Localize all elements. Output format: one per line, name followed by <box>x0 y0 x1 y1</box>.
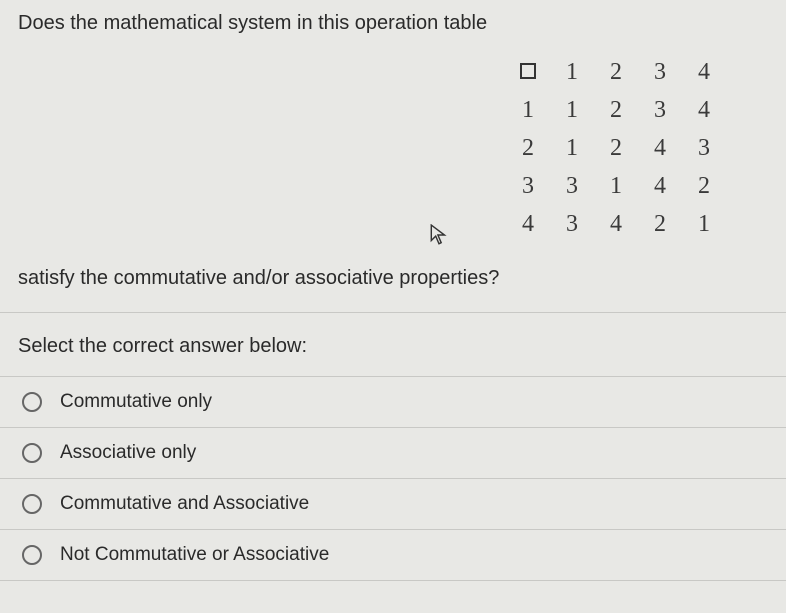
table-cell: 3 <box>682 129 726 167</box>
col-header: 1 <box>550 53 594 91</box>
table-cell: 1 <box>550 91 594 129</box>
table-cell: 2 <box>682 167 726 205</box>
table-row: 2 1 2 4 3 <box>506 129 726 167</box>
table-cell: 2 <box>594 91 638 129</box>
table-cell: 1 <box>550 129 594 167</box>
table-cell: 4 <box>594 205 638 243</box>
option-commutative-and-associative[interactable]: Commutative and Associative <box>0 479 786 530</box>
row-header: 2 <box>506 129 550 167</box>
table-cell: 2 <box>638 205 682 243</box>
row-header: 4 <box>506 205 550 243</box>
table-cell: 4 <box>638 167 682 205</box>
table-row: 4 3 4 2 1 <box>506 205 726 243</box>
radio-icon <box>22 443 42 463</box>
table-cell: 3 <box>550 167 594 205</box>
operation-table: 1 2 3 4 1 1 2 3 4 2 1 2 4 3 3 3 <box>506 53 726 243</box>
select-prompt: Select the correct answer below: <box>0 313 786 377</box>
table-cell: 1 <box>682 205 726 243</box>
option-commutative-only[interactable]: Commutative only <box>0 377 786 428</box>
radio-icon <box>22 545 42 565</box>
table-cell: 3 <box>550 205 594 243</box>
table-cell: 3 <box>638 91 682 129</box>
cursor-icon <box>430 224 448 251</box>
option-label: Associative only <box>60 442 196 464</box>
table-cell: 1 <box>594 167 638 205</box>
col-header: 2 <box>594 53 638 91</box>
radio-icon <box>22 494 42 514</box>
option-label: Commutative only <box>60 391 212 413</box>
row-header: 1 <box>506 91 550 129</box>
col-header: 4 <box>682 53 726 91</box>
question-container: Does the mathematical system in this ope… <box>0 0 786 613</box>
table-row: 1 1 2 3 4 <box>506 91 726 129</box>
option-label: Not Commutative or Associative <box>60 544 329 566</box>
option-associative-only[interactable]: Associative only <box>0 428 786 479</box>
table-cell: 4 <box>638 129 682 167</box>
table-corner-cell <box>506 53 550 91</box>
question-intro: Does the mathematical system in this ope… <box>0 0 786 43</box>
table-cell: 2 <box>594 129 638 167</box>
operation-table-area: 1 2 3 4 1 1 2 3 4 2 1 2 4 3 3 3 <box>0 43 786 263</box>
option-label: Commutative and Associative <box>60 493 309 515</box>
table-header-row: 1 2 3 4 <box>506 53 726 91</box>
row-header: 3 <box>506 167 550 205</box>
radio-icon <box>22 392 42 412</box>
table-row: 3 3 1 4 2 <box>506 167 726 205</box>
table-cell: 4 <box>682 91 726 129</box>
col-header: 3 <box>638 53 682 91</box>
option-not-commutative-or-associative[interactable]: Not Commutative or Associative <box>0 530 786 581</box>
corner-box-icon <box>520 63 536 79</box>
question-followup: satisfy the commutative and/or associati… <box>0 263 786 313</box>
